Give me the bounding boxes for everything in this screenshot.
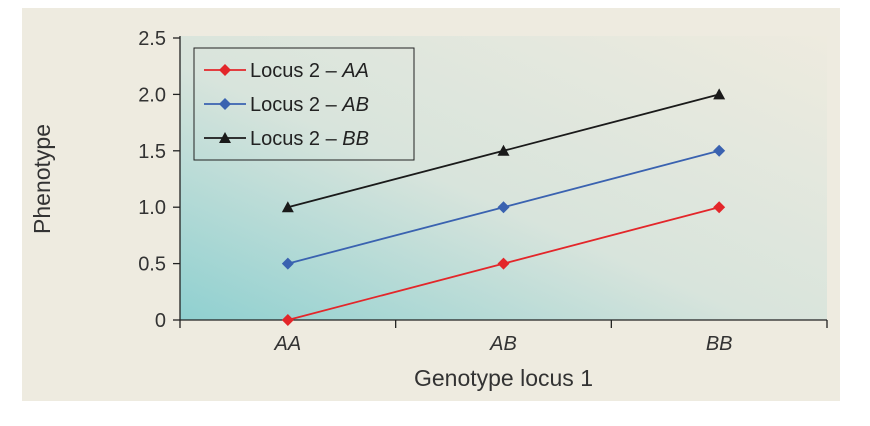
x-tick-label: AB	[489, 333, 517, 355]
chart-panel: 0 0.5 1.0 1.5 2.0 2.5 AA AB BB Locus 2 – AA Locus…	[22, 8, 840, 401]
x-tick-label: BB	[706, 333, 733, 355]
legend-label: Locus 2 – AA	[250, 60, 369, 82]
data-point	[713, 88, 726, 100]
legend-genotype: BB	[342, 128, 369, 150]
data-point	[281, 257, 294, 270]
y-tick-label: 0.5	[138, 254, 166, 276]
legend-genotype: AA	[341, 60, 369, 82]
legend-label: Locus 2 – AB	[250, 94, 369, 116]
legend-prefix: Locus 2 –	[250, 60, 342, 82]
legend-marker	[219, 98, 231, 110]
legend-label: Locus 2 – BB	[250, 128, 369, 150]
legend-marker	[219, 64, 231, 76]
data-point	[497, 144, 510, 156]
data-point	[497, 201, 510, 214]
data-point	[713, 144, 726, 157]
data-point	[281, 314, 294, 326]
data-point	[713, 201, 726, 214]
y-tick-label: 0	[155, 310, 166, 332]
data-point	[497, 257, 510, 270]
x-tick-label: AA	[273, 333, 301, 355]
legend-prefix: Locus 2 –	[250, 94, 342, 116]
legend-prefix: Locus 2 –	[250, 128, 342, 150]
series-bb	[281, 88, 726, 213]
line-chart: 00.51.01.52.02.5AA AB BB Locus 2 – AALocus…	[22, 8, 840, 401]
series-ab	[281, 144, 726, 270]
y-tick-label: 1.5	[138, 141, 166, 163]
y-tick-label: 2.5	[138, 28, 166, 50]
data-point	[281, 201, 294, 213]
series-aa	[281, 201, 726, 326]
legend-box	[193, 47, 415, 161]
legend-marker	[219, 132, 231, 143]
y-tick-label: 2.0	[138, 84, 166, 106]
y-tick-label: 1.0	[138, 197, 166, 219]
plot-area	[180, 36, 827, 320]
y-axis-title: Phenotype	[29, 124, 55, 234]
legend-genotype: AB	[341, 94, 369, 116]
x-axis-title: Genotype locus 1	[414, 365, 593, 391]
